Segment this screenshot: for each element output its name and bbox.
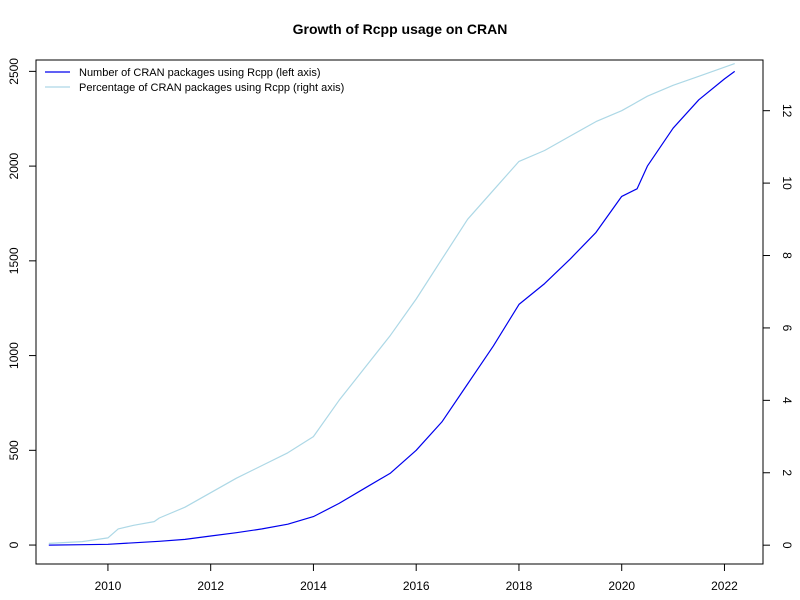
y-left-tick-label: 1500 <box>7 247 21 274</box>
y-right-tick-label: 10 <box>780 176 794 190</box>
x-tick-label: 2018 <box>506 579 533 593</box>
series-line-percentage <box>48 63 735 544</box>
x-tick-label: 2016 <box>403 579 430 593</box>
y-right-tick-label: 2 <box>780 469 794 476</box>
y-left-tick-label: 0 <box>7 541 21 548</box>
y-left-tick-label: 500 <box>7 440 21 460</box>
y-right-tick-label: 12 <box>780 104 794 118</box>
legend-label: Number of CRAN packages using Rcpp (left… <box>79 67 320 79</box>
chart-title: Growth of Rcpp usage on CRAN <box>293 21 508 37</box>
legend-label: Percentage of CRAN packages using Rcpp (… <box>79 82 344 94</box>
series-lines <box>48 63 736 546</box>
series-line-count <box>48 70 736 546</box>
x-tick-label: 2020 <box>608 579 635 593</box>
y-left-tick-label: 2500 <box>7 58 21 85</box>
x-tick-label: 2010 <box>95 579 122 593</box>
x-tick-label: 2022 <box>711 579 738 593</box>
y-left-tick-label: 2000 <box>7 152 21 179</box>
x-tick-label: 2012 <box>197 579 224 593</box>
y-right-tick-label: 0 <box>780 542 794 549</box>
y-right-tick-label: 6 <box>780 325 794 332</box>
axes: 2010 2012 2014 2016 2018 2020 2022050010001500… <box>7 58 794 593</box>
legend: Number of CRAN packages using Rcpp (left… <box>45 67 344 94</box>
y-left-tick-label: 1000 <box>7 342 21 369</box>
y-right-tick-label: 4 <box>780 397 794 404</box>
x-tick-label: 2014 <box>300 579 327 593</box>
y-right-tick-label: 8 <box>780 252 794 259</box>
plot-area-frame <box>35 59 764 565</box>
